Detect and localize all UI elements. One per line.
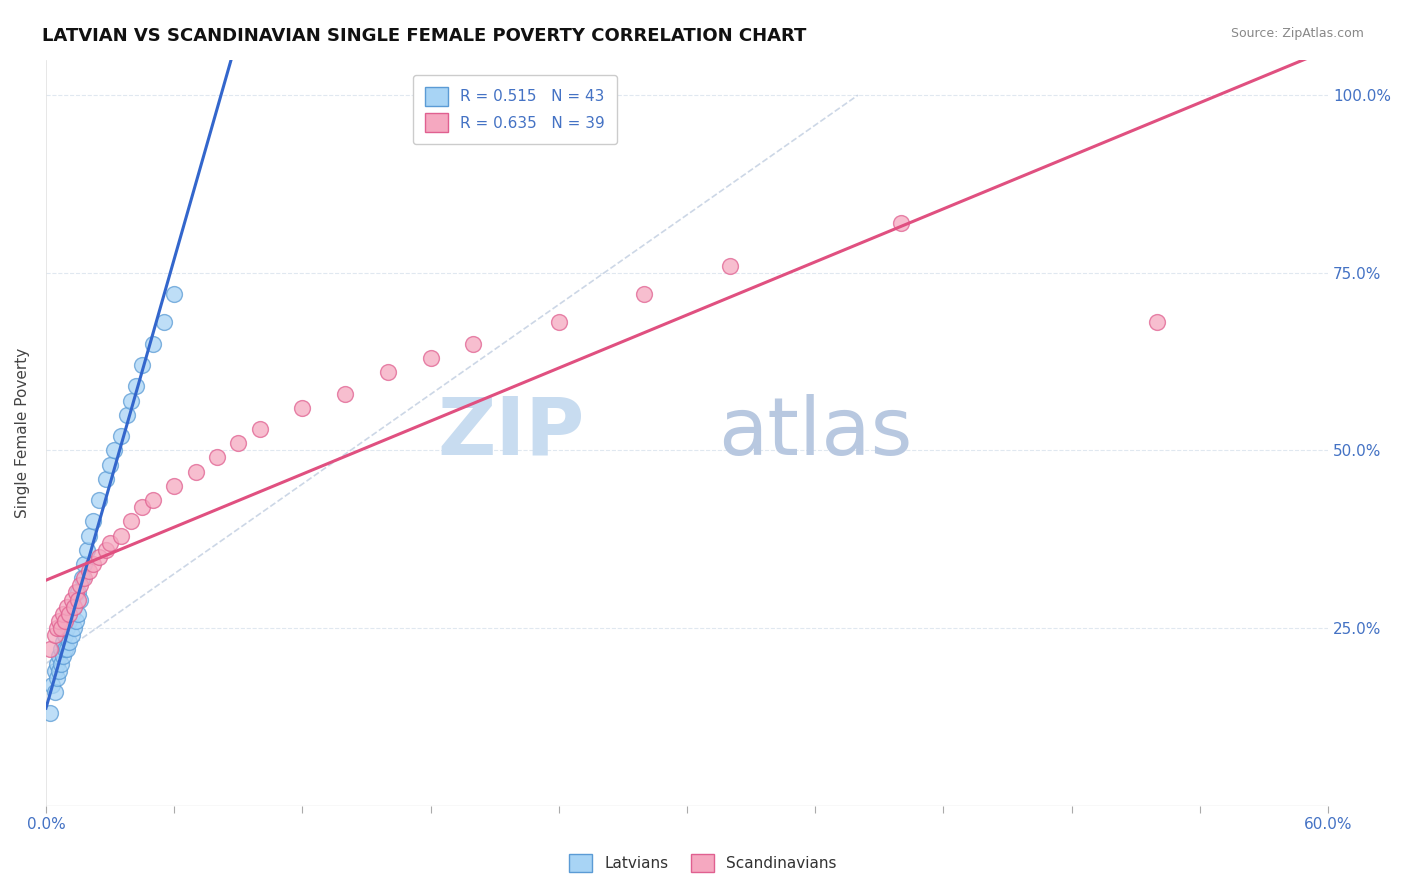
Point xyxy=(103,443,125,458)
Point xyxy=(49,621,72,635)
Point xyxy=(49,642,72,657)
Point xyxy=(547,316,569,330)
Point xyxy=(76,542,98,557)
Point xyxy=(41,678,63,692)
Point xyxy=(163,479,186,493)
Point xyxy=(65,585,87,599)
Point xyxy=(152,316,174,330)
Point xyxy=(69,578,91,592)
Point xyxy=(73,557,96,571)
Point xyxy=(110,528,132,542)
Point xyxy=(633,287,655,301)
Point xyxy=(115,408,138,422)
Point xyxy=(56,599,79,614)
Y-axis label: Single Female Poverty: Single Female Poverty xyxy=(15,348,30,517)
Point xyxy=(72,571,94,585)
Point xyxy=(77,564,100,578)
Point xyxy=(44,685,66,699)
Text: ZIP: ZIP xyxy=(437,393,585,472)
Point xyxy=(69,592,91,607)
Point xyxy=(39,706,62,721)
Point xyxy=(226,436,249,450)
Legend: Latvians, Scandinavians: Latvians, Scandinavians xyxy=(561,846,845,880)
Point xyxy=(142,493,165,508)
Point xyxy=(66,585,89,599)
Point xyxy=(60,592,83,607)
Point xyxy=(56,642,79,657)
Point xyxy=(377,365,399,379)
Point xyxy=(77,528,100,542)
Point xyxy=(52,607,75,621)
Point xyxy=(131,358,153,372)
Point xyxy=(163,287,186,301)
Point xyxy=(52,649,75,664)
Text: LATVIAN VS SCANDINAVIAN SINGLE FEMALE POVERTY CORRELATION CHART: LATVIAN VS SCANDINAVIAN SINGLE FEMALE PO… xyxy=(42,27,807,45)
Point xyxy=(44,664,66,678)
Text: Source: ZipAtlas.com: Source: ZipAtlas.com xyxy=(1230,27,1364,40)
Point xyxy=(49,657,72,671)
Point xyxy=(60,607,83,621)
Point xyxy=(44,628,66,642)
Point xyxy=(249,422,271,436)
Point xyxy=(205,450,228,465)
Point xyxy=(45,621,67,635)
Point xyxy=(62,621,84,635)
Point xyxy=(53,642,76,657)
Point xyxy=(98,535,121,549)
Point xyxy=(56,621,79,635)
Point xyxy=(48,649,70,664)
Point xyxy=(45,671,67,685)
Point xyxy=(53,614,76,628)
Point xyxy=(48,664,70,678)
Point xyxy=(73,571,96,585)
Point xyxy=(184,465,207,479)
Point xyxy=(120,515,142,529)
Point xyxy=(82,557,104,571)
Point xyxy=(89,549,111,564)
Point xyxy=(52,635,75,649)
Point xyxy=(98,458,121,472)
Point xyxy=(718,259,741,273)
Point xyxy=(58,614,80,628)
Point xyxy=(142,336,165,351)
Point xyxy=(66,607,89,621)
Point xyxy=(48,614,70,628)
Point xyxy=(58,607,80,621)
Point xyxy=(62,599,84,614)
Legend: R = 0.515   N = 43, R = 0.635   N = 39: R = 0.515 N = 43, R = 0.635 N = 39 xyxy=(412,75,617,145)
Point xyxy=(39,642,62,657)
Point xyxy=(110,429,132,443)
Point xyxy=(333,386,356,401)
Text: atlas: atlas xyxy=(718,393,912,472)
Point xyxy=(1146,316,1168,330)
Point xyxy=(65,614,87,628)
Point xyxy=(66,592,89,607)
Point xyxy=(94,542,117,557)
Point xyxy=(120,393,142,408)
Point xyxy=(463,336,485,351)
Point xyxy=(125,379,148,393)
Point xyxy=(419,351,441,365)
Point xyxy=(89,493,111,508)
Point xyxy=(60,628,83,642)
Point xyxy=(94,472,117,486)
Point xyxy=(53,628,76,642)
Point xyxy=(890,216,912,230)
Point xyxy=(62,599,84,614)
Point xyxy=(45,657,67,671)
Point xyxy=(131,500,153,515)
Point xyxy=(58,635,80,649)
Point xyxy=(291,401,314,415)
Point xyxy=(82,515,104,529)
